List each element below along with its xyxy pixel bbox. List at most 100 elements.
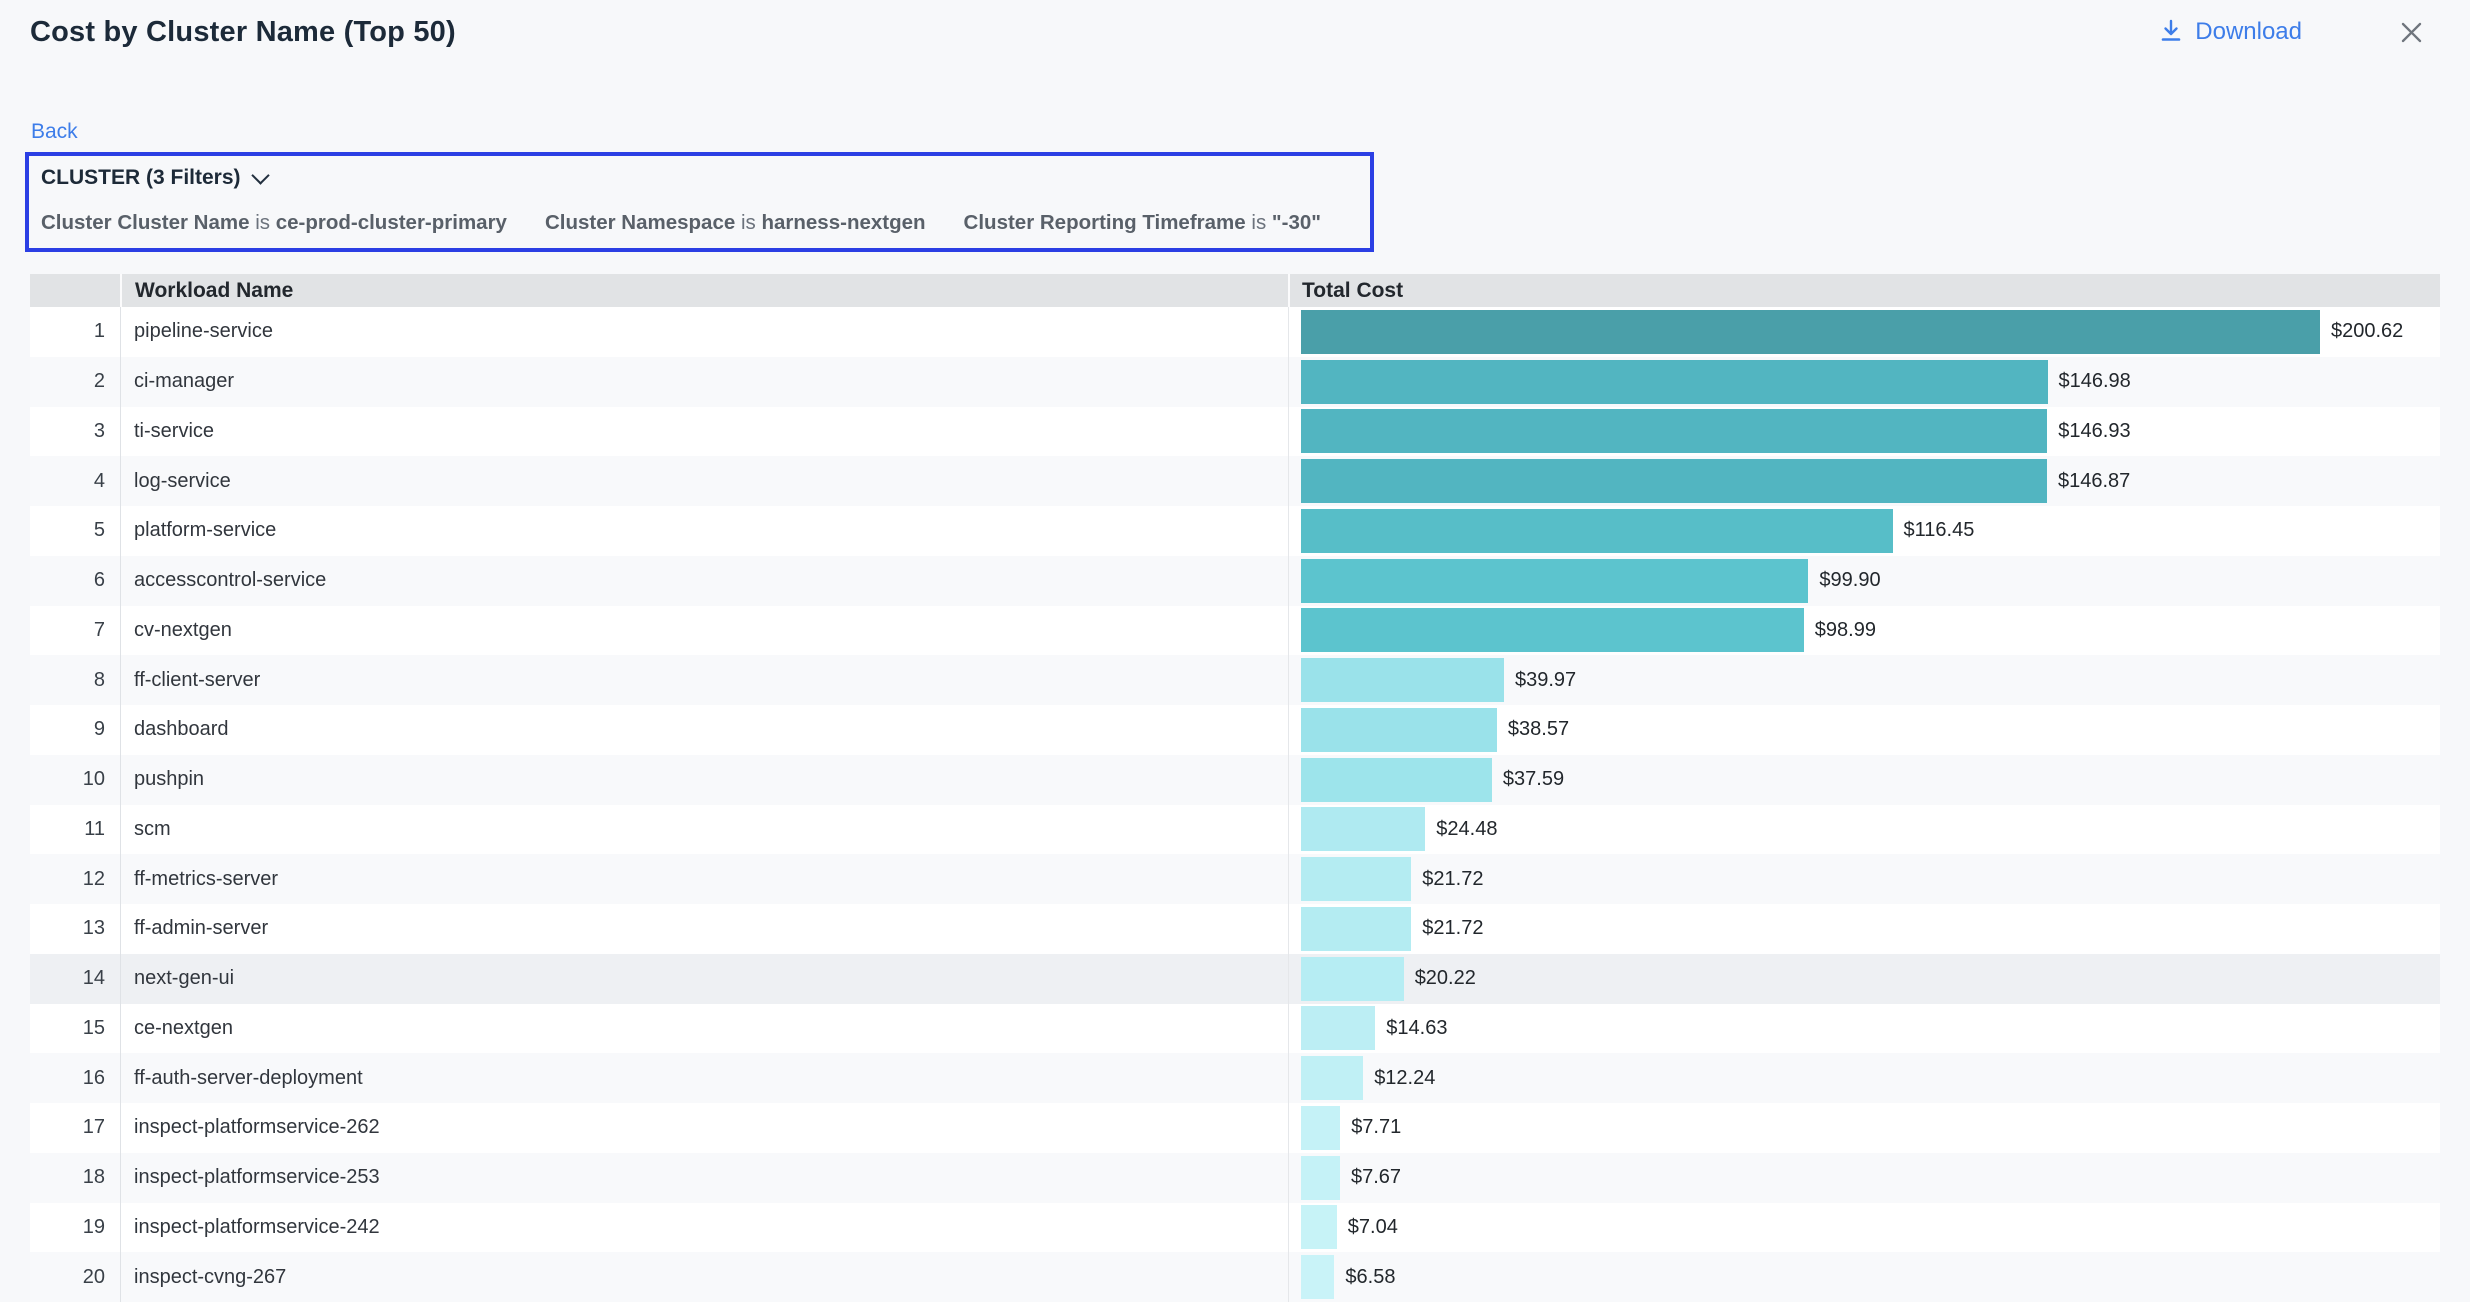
total-cost-cell: $200.62 (1288, 307, 2440, 357)
cost-value: $200.62 (2331, 320, 2403, 343)
cost-bar[interactable] (1301, 857, 1411, 901)
total-cost-cell: $116.45 (1288, 506, 2440, 556)
cost-bar[interactable] (1301, 907, 1411, 951)
filter-summary-toggle[interactable]: CLUSTER (3 Filters) (41, 166, 267, 190)
total-cost-cell: $146.93 (1288, 407, 2440, 457)
row-rank: 5 (30, 506, 120, 556)
close-icon[interactable] (2398, 19, 2425, 46)
cost-value: $7.04 (1348, 1216, 1398, 1239)
row-rank: 4 (30, 456, 120, 506)
total-cost-column-header: Total Cost (1288, 274, 2440, 307)
filter-chip: Cluster Reporting Timeframe is "-30" (964, 211, 1321, 235)
cost-bar[interactable] (1301, 360, 2048, 404)
page-title: Cost by Cluster Name (Top 50) (30, 16, 456, 49)
cost-bar[interactable] (1301, 957, 1404, 1001)
workload-name: ff-auth-server-deployment (120, 1053, 1288, 1103)
filter-summary-label: CLUSTER (3 Filters) (41, 166, 241, 190)
table-body: 1pipeline-service $200.62 2ci-manager$146.… (30, 307, 2440, 1302)
row-rank: 19 (30, 1203, 120, 1253)
filter-chip: Cluster Namespace is harness-nextgen (545, 211, 926, 235)
total-cost-cell: $99.90 (1288, 556, 2440, 606)
cost-value: $6.58 (1345, 1266, 1395, 1289)
cost-table: Workload Name Total Cost 1pipeline-servi… (30, 274, 2440, 1302)
table-row[interactable]: 5platform-service$116.45 (30, 506, 2440, 556)
cost-value: $21.72 (1422, 917, 1483, 940)
total-cost-cell: $7.67 (1288, 1153, 2440, 1203)
header-actions: Download (2159, 18, 2425, 46)
table-row[interactable]: 15ce-nextgen$14.63 (30, 1004, 2440, 1054)
back-link[interactable]: Back (31, 120, 78, 144)
workload-name: platform-service (120, 506, 1288, 556)
row-rank: 6 (30, 556, 120, 606)
cost-bar[interactable] (1301, 1255, 1334, 1299)
cost-bar[interactable] (1301, 509, 1893, 553)
cost-bar[interactable] (1301, 310, 2320, 354)
total-cost-cell: $98.99 (1288, 606, 2440, 656)
table-row[interactable]: 10pushpin$37.59 (30, 755, 2440, 805)
table-row[interactable]: 17inspect-platformservice-262$7.71 (30, 1103, 2440, 1153)
table-row[interactable]: 11scm$24.48 (30, 805, 2440, 855)
cost-bar[interactable] (1301, 1106, 1340, 1150)
total-cost-cell: $21.72 (1288, 904, 2440, 954)
row-rank: 7 (30, 606, 120, 656)
cost-bar[interactable] (1301, 1056, 1363, 1100)
total-cost-cell: $14.63 (1288, 1004, 2440, 1054)
table-row[interactable]: 7cv-nextgen $98.99 (30, 606, 2440, 656)
row-rank: 18 (30, 1153, 120, 1203)
cost-bar[interactable] (1301, 807, 1425, 851)
cost-bar[interactable] (1301, 708, 1497, 752)
cost-bar[interactable] (1301, 758, 1492, 802)
cost-value: $38.57 (1508, 718, 1569, 741)
table-row[interactable]: 8ff-client-server$39.97 (30, 655, 2440, 705)
cost-bar[interactable] (1301, 1156, 1340, 1200)
total-cost-cell: $146.98 (1288, 357, 2440, 407)
table-row[interactable]: 3ti-service$146.93 (30, 407, 2440, 457)
table-row[interactable]: 20inspect-cvng-267$6.58 (30, 1252, 2440, 1302)
total-cost-cell: $38.57 (1288, 705, 2440, 755)
download-label: Download (2195, 18, 2302, 46)
total-cost-cell: $7.04 (1288, 1203, 2440, 1253)
table-row[interactable]: 14next-gen-ui$20.22 (30, 954, 2440, 1004)
workload-name-column-header: Workload Name (120, 274, 1288, 307)
cost-value: $146.87 (2058, 470, 2130, 493)
row-rank: 14 (30, 954, 120, 1004)
filter-panel: CLUSTER (3 Filters) Cluster Cluster Name… (25, 152, 1374, 252)
cost-value: $146.98 (2059, 370, 2131, 393)
table-row[interactable]: 19inspect-platformservice-242$7.04 (30, 1203, 2440, 1253)
cost-bar[interactable] (1301, 658, 1504, 702)
table-row[interactable]: 9dashboard$38.57 (30, 705, 2440, 755)
cost-value: $7.71 (1351, 1116, 1401, 1139)
table-row[interactable]: 12ff-metrics-server$21.72 (30, 854, 2440, 904)
cost-bar[interactable] (1301, 409, 2047, 453)
workload-name: accesscontrol-service (120, 556, 1288, 606)
cost-bar[interactable] (1301, 559, 1808, 603)
row-rank: 8 (30, 655, 120, 705)
workload-name: ti-service (120, 407, 1288, 457)
row-rank: 12 (30, 854, 120, 904)
table-row[interactable]: 4log-service$146.87 (30, 456, 2440, 506)
total-cost-cell: $146.87 (1288, 456, 2440, 506)
table-row[interactable]: 6accesscontrol-service$99.90 (30, 556, 2440, 606)
cost-value: $14.63 (1386, 1017, 1447, 1040)
table-row[interactable]: 1pipeline-service $200.62 (30, 307, 2440, 357)
table-row[interactable]: 2ci-manager$146.98 (30, 357, 2440, 407)
cost-bar[interactable] (1301, 459, 2047, 503)
workload-name: pipeline-service (120, 307, 1288, 357)
cost-bar[interactable] (1301, 1006, 1375, 1050)
table-row[interactable]: 13ff-admin-server$21.72 (30, 904, 2440, 954)
cost-value: $98.99 (1815, 619, 1876, 642)
cost-bar[interactable] (1301, 608, 1804, 652)
cost-value: $24.48 (1436, 818, 1497, 841)
row-rank: 1 (30, 307, 120, 357)
cost-bar[interactable] (1301, 1205, 1337, 1249)
workload-name: cv-nextgen (120, 606, 1288, 656)
table-row[interactable]: 16ff-auth-server-deployment$12.24 (30, 1053, 2440, 1103)
download-button[interactable]: Download (2159, 18, 2302, 46)
total-cost-cell: $6.58 (1288, 1252, 2440, 1302)
row-rank: 2 (30, 357, 120, 407)
row-rank: 17 (30, 1103, 120, 1153)
workload-name: ff-metrics-server (120, 854, 1288, 904)
total-cost-cell: $20.22 (1288, 954, 2440, 1004)
table-row[interactable]: 18inspect-platformservice-253$7.67 (30, 1153, 2440, 1203)
total-cost-cell: $7.71 (1288, 1103, 2440, 1153)
